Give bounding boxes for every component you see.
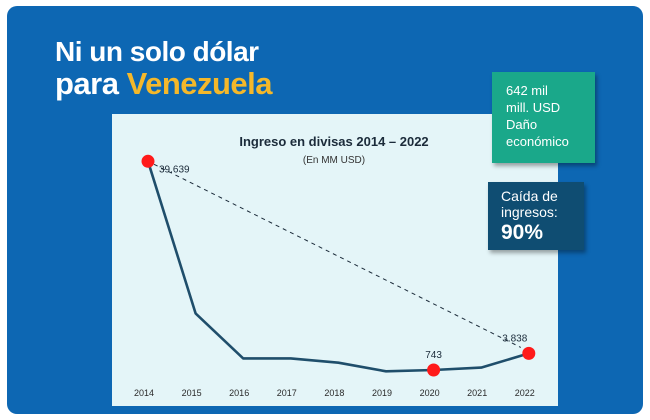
x-tick-2016: 2016 (229, 388, 249, 398)
chart-subtitle: (En MM USD) (303, 155, 365, 166)
series-line (146, 160, 530, 373)
x-axis-ticks: 2014 2015 2016 2017 2018 2019 2020 2021 2022 (134, 388, 535, 398)
data-label-2014: 39.639 (159, 164, 190, 175)
data-label-2022: 3.838 (502, 333, 527, 344)
x-tick-2017: 2017 (277, 388, 297, 398)
data-label-2020: 743 (425, 350, 442, 361)
headline-accent-venezuela: Venezuela (126, 66, 273, 102)
income-drop-label-line-1: Caída de (501, 188, 558, 204)
headline-line-2-prefix: para (55, 66, 127, 102)
x-tick-2021: 2021 (467, 388, 487, 398)
damage-callout-line-3: Daño (506, 117, 538, 132)
data-labels: 39.639 743 3.838 (159, 164, 528, 361)
headline: Ni un solo dólar para Venezuela (55, 36, 273, 102)
x-tick-2018: 2018 (324, 388, 344, 398)
income-drop-value: 90% (501, 221, 544, 244)
damage-callout-line-2: mill. USD (506, 100, 561, 115)
chart-panel (112, 114, 558, 406)
x-tick-2015: 2015 (182, 388, 202, 398)
x-tick-2019: 2019 (372, 388, 392, 398)
headline-line-1: Ni un solo dólar (55, 36, 259, 67)
x-tick-2014: 2014 (134, 388, 154, 398)
x-tick-2022: 2022 (515, 388, 535, 398)
data-points (141, 154, 536, 377)
headline-line-2: para Venezuela (55, 66, 273, 102)
damage-callout-line-4: económico (506, 134, 569, 149)
data-point-2014 (141, 154, 155, 168)
trend-line-dashed (153, 163, 522, 348)
damage-callout-line-1: 642 mil (506, 83, 548, 98)
x-tick-2020: 2020 (420, 388, 440, 398)
damage-callout: 642 mil mill. USD Daño económico (492, 72, 595, 163)
data-point-2022 (522, 346, 536, 360)
chart-title: Ingreso en divisas 2014 – 2022 (239, 134, 428, 149)
income-drop-callout: Caída de ingresos: 90% (488, 182, 584, 250)
income-drop-label-line-2: ingresos: (501, 204, 558, 220)
data-point-2020 (427, 363, 441, 377)
